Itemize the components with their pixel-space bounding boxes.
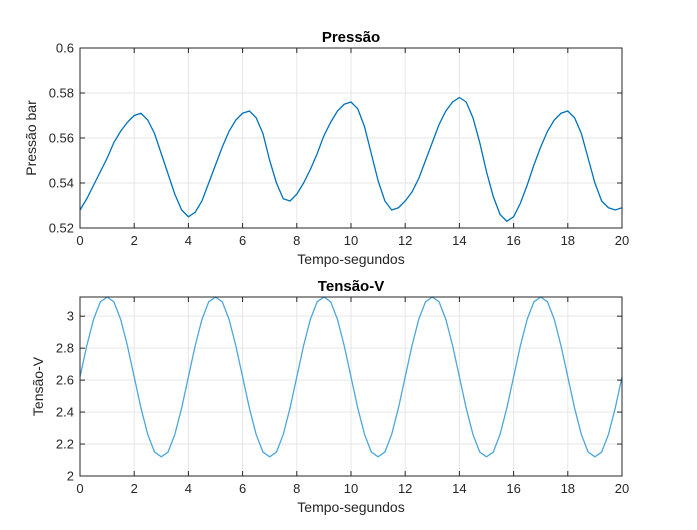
x-tick-label: 16 — [506, 233, 520, 248]
y-tick-label: 2.4 — [56, 405, 74, 420]
y-tick-label: 0.54 — [49, 176, 74, 191]
x-tick-label: 6 — [239, 233, 246, 248]
x-tick-label: 10 — [344, 481, 358, 496]
x-tick-label: 2 — [131, 481, 138, 496]
y-tick-label: 2.2 — [56, 437, 74, 452]
pressure-chart: 0 2 4 6 8 10 12 14 16 18 20 0.52 0.54 0.56 0.58 0.6 Pres… — [23, 29, 629, 267]
y-tick-label: 2.8 — [56, 341, 74, 356]
x-tick-label: 18 — [561, 481, 575, 496]
y-tick-label: 2.6 — [56, 373, 74, 388]
x-axis-label: Tempo-segundos — [297, 499, 404, 515]
y-tick-label: 0.56 — [49, 131, 74, 146]
y-axis-label: Tensão-V — [30, 356, 46, 416]
x-tick-label: 4 — [185, 233, 192, 248]
x-tick-label: 0 — [76, 233, 83, 248]
x-tick-label: 20 — [615, 233, 629, 248]
y-axis-label: Pressão bar — [23, 100, 39, 176]
series-line — [79, 296, 623, 458]
x-tick-label: 14 — [452, 481, 466, 496]
y-tick-label: 0.58 — [49, 86, 74, 101]
x-tick-label: 8 — [293, 233, 300, 248]
x-tick-label: 14 — [452, 233, 466, 248]
y-tick-label: 2 — [67, 469, 74, 484]
x-tick-label: 20 — [615, 481, 629, 496]
chart-title: Tensão-V — [318, 278, 384, 295]
x-tick-label: 18 — [561, 233, 575, 248]
x-tick-label: 12 — [398, 481, 412, 496]
y-tick-label: 3 — [67, 309, 74, 324]
x-tick-label: 0 — [76, 481, 83, 496]
voltage-chart: 0 2 4 6 8 10 12 14 16 18 2022.22.42.62.83Tensão-VT… — [30, 278, 629, 515]
chart-title: Pressão — [322, 29, 380, 46]
x-tick-label: 12 — [398, 233, 412, 248]
y-tick-label: 0.6 — [56, 41, 74, 56]
x-tick-label: 16 — [506, 481, 520, 496]
x-axis-label: Tempo-segundos — [297, 251, 404, 267]
series-line — [79, 96, 623, 223]
x-tick-label: 10 — [344, 233, 358, 248]
y-tick-label: 0.52 — [49, 221, 74, 236]
x-tick-label: 4 — [185, 481, 192, 496]
x-tick-label: 2 — [131, 233, 138, 248]
x-tick-label: 8 — [293, 481, 300, 496]
x-tick-label: 6 — [239, 481, 246, 496]
